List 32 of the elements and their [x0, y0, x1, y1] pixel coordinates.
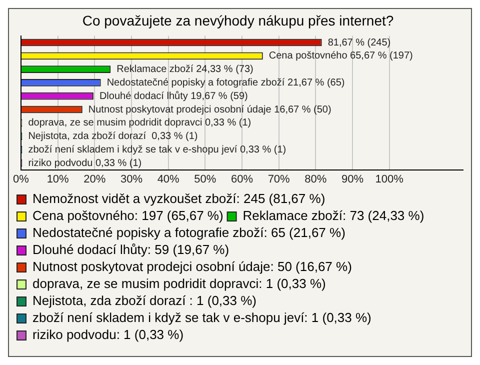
- legend-label: Reklamace zboží: 73 (24,33 %): [242, 208, 424, 224]
- x-tick-label: 10%: [46, 173, 70, 186]
- legend-label: Dlouhé dodací lhůty: 59 (19,67 %): [32, 242, 230, 258]
- data-label: doprava, ze se musim podridit dopravci 0,33 % (1): [28, 118, 252, 129]
- data-label: riziko podvodu 0,33 % (1): [28, 158, 142, 169]
- x-tick-label: 100%: [375, 173, 404, 186]
- legend-label: zboží není skladem i když se tak v e-shopu jeví: 1 (0,33 %): [32, 310, 372, 326]
- legend-label: riziko podvodu: 1 (0,33 %): [32, 327, 184, 342]
- chart-title: Co považujete za nevýhody nákupu přes internet?: [82, 12, 394, 28]
- x-tick-label: 90%: [341, 173, 364, 186]
- data-label: Nedostatečné popisky a fotografie zboží 21,67 % (65): [106, 77, 345, 88]
- x-tick-label: 30%: [120, 173, 143, 186]
- data-label: zboží není skladem i když se tak v e-shopu jeví 0,33 % (1): [28, 144, 286, 156]
- x-tick-label: 20%: [84, 173, 106, 186]
- data-label: 81,67 % (245): [328, 37, 391, 48]
- legend-label: Nemožnost vidět a vyzkoušet zboží: 245 (81,67 %): [32, 191, 326, 206]
- legend-label: doprava, ze se musim podridit dopravci: 1 (0,33 %): [32, 276, 326, 292]
- x-tick-label: 80%: [304, 173, 327, 186]
- data-label: Dlouhé dodací lhůty 19,67 % (59): [99, 90, 248, 102]
- x-tick-label: 50%: [194, 173, 216, 186]
- legend-label: Nedostatečné popisky a fotografie zboží: 65 (21,67 %): [32, 225, 346, 240]
- x-tick-label: 70%: [268, 173, 290, 186]
- legend-label: Nejistota, zda zboží dorazí : 1 (0,33 %): [32, 293, 256, 308]
- data-label: Cena poštovného 65,67 % (197): [268, 50, 413, 62]
- x-tick-label: 60%: [230, 173, 254, 186]
- x-tick-label: 40%: [157, 173, 180, 186]
- legend-label: Cena poštovného: 197 (65,67 %): [32, 208, 224, 224]
- x-tick-label: 0%: [13, 173, 30, 186]
- data-label: Reklamace zboží 24,33 % (73): [116, 64, 254, 76]
- legend-label: Nutnost poskytovat prodejci osobní údaje: 50 (16,67 %): [32, 259, 352, 274]
- data-label: Nejistota, zda zboží dorazí 0,33 % (1): [28, 131, 198, 142]
- data-label: Nutnost poskytovat prodejci osobní údaje 16,67 % (50): [88, 104, 332, 116]
